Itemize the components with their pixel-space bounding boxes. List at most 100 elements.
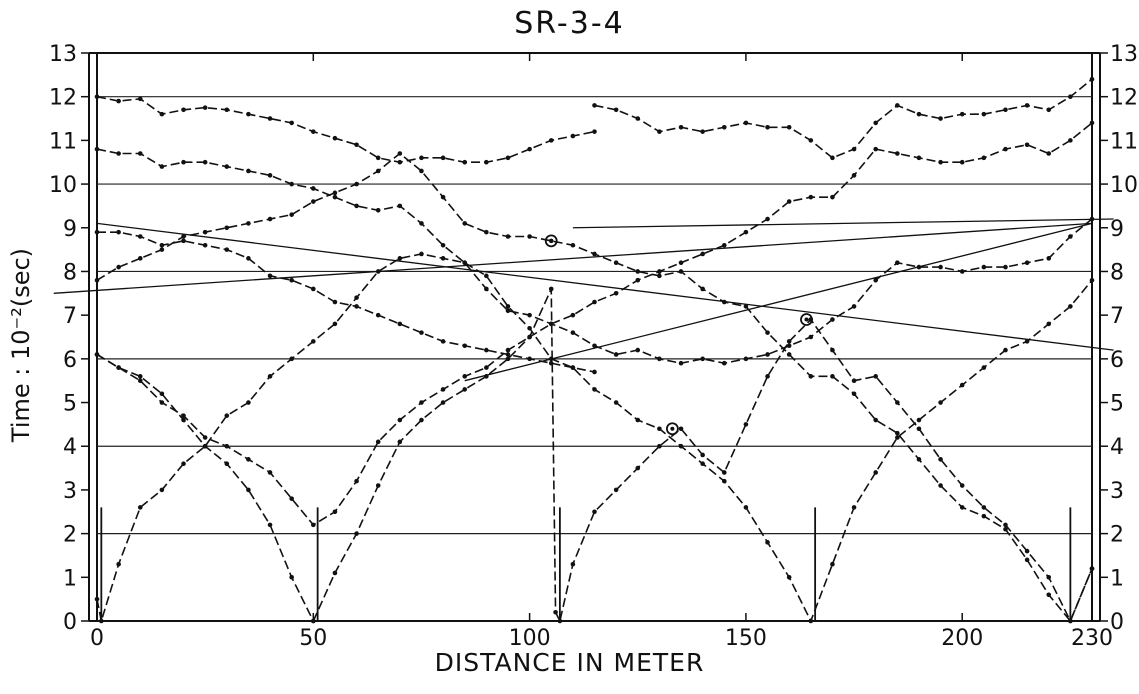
data-point	[116, 561, 121, 567]
data-point	[527, 325, 532, 331]
data-point	[743, 304, 749, 309]
y-tick-label-left: 0	[63, 610, 77, 635]
data-point	[938, 159, 943, 165]
data-point	[505, 356, 511, 362]
data-point	[851, 505, 857, 510]
data-point	[419, 330, 424, 335]
data-point	[397, 159, 403, 165]
reference-line	[53, 222, 1093, 294]
data-point	[181, 413, 186, 418]
data-point	[397, 203, 403, 209]
data-point	[505, 155, 511, 161]
data-point	[289, 277, 294, 283]
data-point	[743, 356, 749, 362]
data-point	[635, 347, 641, 353]
data-point	[700, 461, 705, 467]
data-point	[375, 269, 381, 274]
data-point	[808, 618, 814, 624]
y-tick-label-right: 6	[1110, 348, 1124, 373]
data-point	[159, 400, 165, 405]
data-point	[311, 339, 316, 344]
data-point	[765, 540, 770, 545]
data-point	[246, 221, 251, 226]
data-point	[959, 505, 965, 510]
data-point	[613, 260, 619, 266]
data-point	[635, 417, 641, 423]
data-point	[592, 251, 597, 257]
data-point	[332, 194, 338, 200]
data-point	[1046, 592, 1052, 598]
data-point	[375, 168, 381, 174]
data-point	[484, 365, 489, 370]
data-point	[440, 387, 446, 392]
data-point	[743, 505, 749, 510]
data-point	[765, 352, 770, 357]
data-point	[895, 151, 900, 156]
y-tick-label-left: 8	[63, 260, 77, 285]
data-point	[592, 509, 597, 515]
data-point	[613, 352, 619, 357]
x-tick-label: 230	[1071, 626, 1113, 651]
series-line	[594, 78, 1093, 159]
x-tick-label: 50	[299, 626, 327, 651]
data-point	[657, 129, 662, 134]
data-point	[419, 417, 424, 423]
data-point	[181, 417, 186, 423]
reference-lines	[53, 218, 1114, 382]
data-point	[570, 561, 576, 567]
data-point	[440, 242, 446, 248]
data-point	[94, 146, 100, 152]
data-point	[94, 352, 100, 357]
data-point	[981, 365, 987, 370]
data-point	[1068, 304, 1073, 309]
data-point	[570, 133, 576, 139]
data-point	[981, 111, 987, 117]
data-point	[484, 347, 489, 353]
data-point	[873, 146, 878, 152]
chart-title: SR-3-4	[514, 6, 625, 41]
data-point	[895, 103, 900, 108]
data-point	[1089, 120, 1095, 126]
data-point	[873, 417, 878, 423]
y-tick-label-left: 10	[49, 173, 77, 198]
data-point	[721, 242, 727, 248]
data-point	[959, 159, 965, 165]
data-point	[137, 256, 143, 261]
data-point	[419, 155, 424, 161]
data-point	[1089, 277, 1095, 283]
data-point	[808, 194, 814, 200]
y-tick-label-right: 1	[1110, 566, 1124, 591]
data-point	[895, 430, 900, 436]
data-point	[851, 378, 857, 383]
y-tick-label-right: 12	[1110, 86, 1138, 111]
data-point	[916, 426, 922, 432]
data-point	[354, 181, 359, 187]
data-point	[938, 457, 943, 462]
data-point	[873, 277, 878, 283]
data-point	[332, 509, 338, 515]
y-tick-label-left: 4	[63, 435, 77, 460]
data-point	[354, 142, 359, 148]
data-point	[981, 505, 987, 510]
data-point	[830, 317, 835, 322]
data-point	[440, 256, 446, 261]
data-point	[916, 417, 922, 423]
data-point	[613, 107, 619, 113]
data-point	[1068, 138, 1073, 143]
data-point	[678, 124, 684, 130]
data-point	[267, 116, 273, 121]
data-point	[137, 234, 143, 239]
data-point	[1068, 94, 1073, 99]
data-point	[873, 470, 878, 475]
y-tick-label-left: 13	[49, 42, 77, 67]
reference-line	[572, 218, 1114, 229]
data-point	[743, 229, 749, 235]
data-point	[851, 391, 857, 397]
data-point	[895, 400, 900, 405]
data-point	[873, 120, 878, 126]
data-point	[721, 299, 727, 305]
x-tick-label: 150	[725, 626, 767, 651]
grid	[97, 96, 1092, 535]
data-point	[592, 129, 597, 134]
y-tick-label-left: 3	[63, 479, 77, 504]
